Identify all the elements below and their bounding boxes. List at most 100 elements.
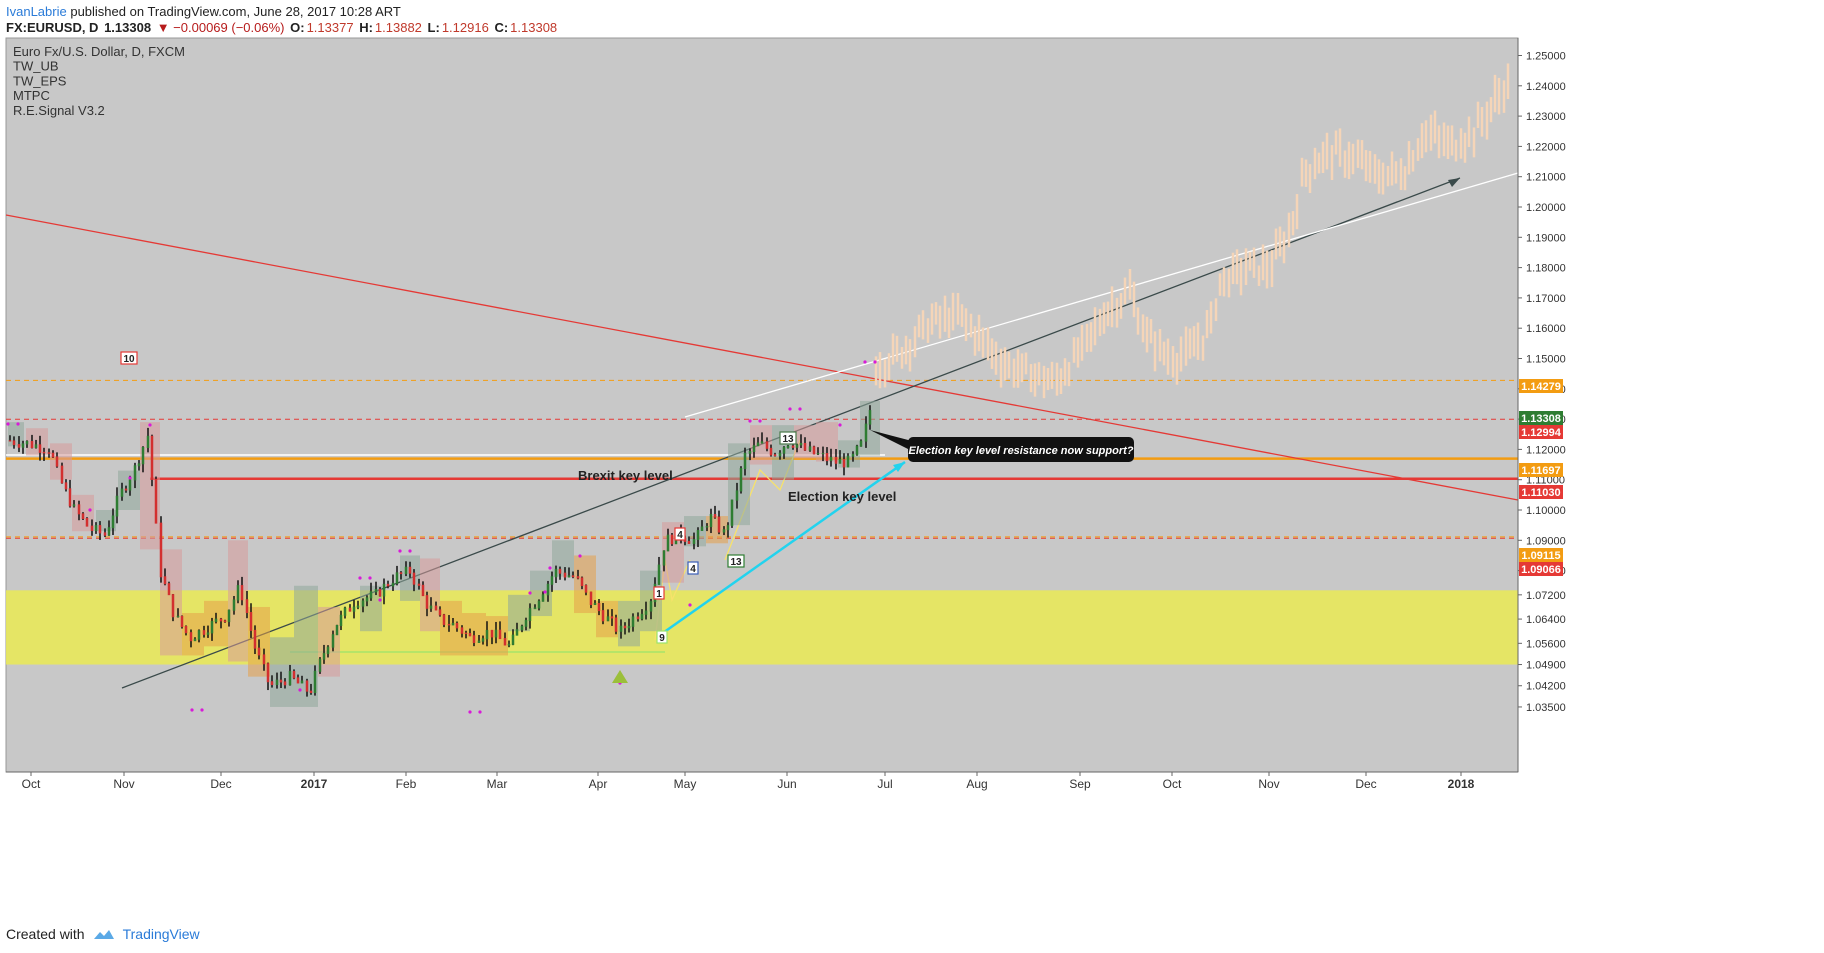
author-link[interactable]: IvanLabrie xyxy=(6,4,67,19)
time-tick-label-6: Apr xyxy=(589,777,608,791)
price-tick-label-1: 1.24000 xyxy=(1526,81,1566,93)
signal-box-2 xyxy=(50,443,72,480)
legend-item-0: Euro Fx/U.S. Dollar, D, FXCM xyxy=(13,44,185,59)
signal-dot-0 xyxy=(6,422,10,426)
dark-arrowhead xyxy=(1448,178,1460,187)
time-tick-label-0: Oct xyxy=(22,777,41,791)
signal-dot-8 xyxy=(398,549,402,553)
price-tick-label-6: 1.19000 xyxy=(1526,232,1566,244)
cyan-arrow-line xyxy=(659,460,906,637)
time-tick-label-15: 2018 xyxy=(1448,777,1475,791)
signal-dot-13 xyxy=(468,710,472,714)
price-label-box-5 xyxy=(1519,548,1563,562)
signal-dot-14 xyxy=(478,710,482,714)
tradingview-brand-link[interactable]: TradingView xyxy=(122,926,200,942)
created-with-text: Created with xyxy=(6,926,85,942)
price-axis-background xyxy=(1518,38,1564,772)
legend-item-4: R.E.Signal V3.2 xyxy=(13,103,105,118)
signal-dot-25 xyxy=(838,423,842,427)
count-badge-box-4 xyxy=(727,554,745,568)
callout-pointer xyxy=(870,430,912,451)
signal-dot-10 xyxy=(298,688,302,692)
count-badge-box-3 xyxy=(687,561,699,575)
count-badges: 10 13 4 4 13 1 9 xyxy=(120,351,797,644)
callout-box xyxy=(908,437,1134,462)
header-row-quote: FX:EURUSD, D 1.13308 ▼ −0.00069 (−0.06%)… xyxy=(6,20,559,36)
legend-item-2: TW_EPS xyxy=(13,73,67,88)
signal-box-18 xyxy=(440,600,462,656)
high-value: 1.13882 xyxy=(374,20,422,35)
signal-box-8 xyxy=(182,613,204,656)
count-badge-box-1 xyxy=(779,431,797,445)
price-tick-label-0: 1.25000 xyxy=(1526,51,1566,63)
price-tick-label-7: 1.18000 xyxy=(1526,263,1566,275)
count-badge-label-1: 13 xyxy=(782,434,794,445)
annotations: Brexit key level Election key level Electi… xyxy=(578,430,1134,504)
price-label-text-3: 1.11697 xyxy=(1521,465,1560,477)
time-axis[interactable]: Oct Nov Dec 2017 Feb Mar Apr May Jun Jul Aug Sep Oct… xyxy=(6,771,1518,791)
indicator-legend: Euro Fx/U.S. Dollar, D, FXCMTW_UBTW_EPSM… xyxy=(13,44,185,118)
callout-text: Election key level resistance now suppor… xyxy=(909,445,1134,457)
signal-box-7 xyxy=(160,549,182,656)
signal-dot-9 xyxy=(408,549,412,553)
count-badge-box-0 xyxy=(120,351,138,365)
time-tick-label-4: Feb xyxy=(396,777,417,791)
signal-dot-27 xyxy=(873,360,877,364)
time-tick-label-11: Sep xyxy=(1069,777,1091,791)
signal-dot-20 xyxy=(688,603,692,607)
cyan-arrowhead xyxy=(893,462,905,472)
signal-dot-16 xyxy=(548,566,552,570)
count-badge-label-6: 9 xyxy=(659,633,665,644)
price-label-text-1: 1.13308 xyxy=(1521,413,1561,425)
signal-dot-11 xyxy=(190,708,194,712)
price-tick-label-10: 1.15000 xyxy=(1526,354,1566,366)
signal-box-32 xyxy=(750,425,772,465)
white-trendline xyxy=(684,172,1519,418)
signal-dot-5 xyxy=(358,576,362,580)
count-badge-box-6 xyxy=(656,630,668,644)
low-value: 1.12916 xyxy=(441,20,489,35)
close-value: 1.13308 xyxy=(510,20,558,35)
price-tick-label-5: 1.20000 xyxy=(1526,202,1566,214)
signal-dot-22 xyxy=(758,419,762,423)
price-tick-label-9: 1.16000 xyxy=(1526,323,1566,335)
time-tick-label-5: Mar xyxy=(487,777,508,791)
low-label: L: xyxy=(427,20,440,35)
signal-dot-3 xyxy=(128,476,132,480)
signal-dot-6 xyxy=(368,576,372,580)
price-label-box-2 xyxy=(1519,425,1563,439)
signal-dot-15 xyxy=(528,591,532,595)
signal-dot-23 xyxy=(788,407,792,411)
price-label-box-6 xyxy=(1519,562,1563,576)
signal-dot-1 xyxy=(16,422,20,426)
signal-box-0 xyxy=(8,422,24,447)
time-tick-label-1: Nov xyxy=(113,777,134,791)
signal-box-21 xyxy=(508,594,530,632)
red-trendline xyxy=(5,214,1519,501)
footer: Created with TradingView xyxy=(6,926,200,942)
price-labels: 1.14279 1.13308 1.12994 1.11697 1.11030 1.091… xyxy=(1519,379,1563,576)
time-tick-label-14: Dec xyxy=(1355,777,1376,791)
price-axis[interactable]: 1.25000 1.24000 1.23000 1.22000 1.21000 1.200… xyxy=(1517,38,1566,772)
time-tick-label-3: 2017 xyxy=(301,777,328,791)
time-tick-label-8: Jun xyxy=(777,777,796,791)
count-badge-box-5 xyxy=(653,586,665,600)
close-label: C: xyxy=(494,20,509,35)
signal-dot-26 xyxy=(863,360,867,364)
signal-dot-17 xyxy=(543,590,547,594)
signal-dot-4 xyxy=(148,423,152,427)
signal-dots xyxy=(6,360,877,714)
price-tick-label-19: 1.06400 xyxy=(1526,614,1566,626)
price-label-box-4 xyxy=(1519,485,1563,499)
price-label-text-4: 1.11030 xyxy=(1521,487,1560,499)
price-tick-label-8: 1.17000 xyxy=(1526,293,1566,305)
signal-box-35 xyxy=(816,422,838,462)
symbol-label: FX:EURUSD, D xyxy=(6,20,99,35)
price-tick-label-20: 1.05600 xyxy=(1526,638,1566,650)
signal-dot-12 xyxy=(200,708,204,712)
count-badge-label-2: 4 xyxy=(677,530,683,541)
price-tick-label-18: 1.07200 xyxy=(1526,590,1566,602)
time-tick-label-2: Dec xyxy=(210,777,231,791)
signal-box-15 xyxy=(360,585,382,632)
